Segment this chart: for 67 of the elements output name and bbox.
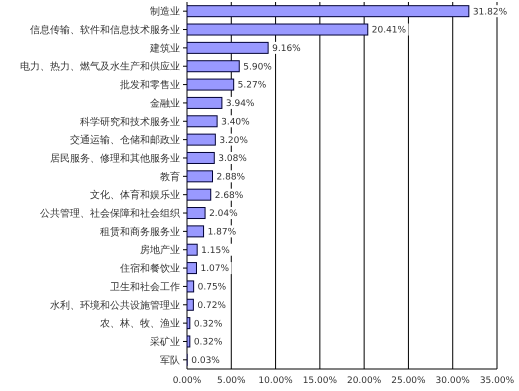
bar: [186, 42, 269, 54]
y-tick-label: 教育: [160, 170, 180, 183]
bar: [186, 225, 204, 238]
y-tick-label: 金融业: [150, 97, 180, 110]
x-tick-label: 5.00%: [216, 376, 246, 386]
data-label: 3.94%: [226, 99, 255, 110]
y-tick-label: 住宿和餐饮业: [120, 262, 180, 275]
y-tick-label: 批发和零售业: [120, 79, 180, 92]
data-label: 2.04%: [209, 209, 238, 220]
y-tick-label: 居民服务、修理和其他服务业: [50, 152, 180, 164]
y-tick-label: 军队: [160, 354, 180, 366]
data-label: 0.32%: [194, 319, 223, 330]
y-tick-label: 公共管理、社会保障和社会组织: [40, 208, 180, 220]
bar: [186, 96, 222, 109]
x-tick-label: 10.00%: [258, 376, 294, 386]
x-tick-label: 20.00%: [346, 376, 382, 386]
x-tick-label: 25.00%: [391, 376, 426, 386]
y-tick-label: 科学研究和技术服务业: [80, 116, 180, 128]
bar: [186, 207, 206, 220]
y-tick-label: 农、林、牧、渔业: [100, 318, 180, 330]
y-tick-label: 采矿业: [150, 336, 180, 348]
data-label: 31.82%: [472, 7, 508, 18]
data-label: 3.08%: [218, 154, 248, 164]
y-tick-label: 电力、热力、燃气及水生产和供应业: [20, 60, 180, 73]
data-label: 5.90%: [243, 62, 272, 72]
data-label: 9.16%: [272, 44, 302, 54]
bar: [186, 317, 190, 330]
y-tick-label: 租赁和商务服务业: [100, 226, 180, 238]
bar: [186, 335, 190, 348]
data-label: 0.32%: [194, 338, 223, 348]
bar: [186, 244, 198, 256]
data-label: 3.20%: [219, 136, 248, 146]
data-label: 2.88%: [216, 172, 246, 182]
data-label: 1.87%: [208, 228, 237, 238]
bar: [186, 5, 470, 18]
x-tick-label: 0.00%: [172, 376, 202, 386]
data-label: 0.75%: [198, 282, 227, 293]
y-tick-label: 水利、环境和公共设施管理业: [50, 299, 180, 312]
data-label: 1.15%: [201, 246, 230, 256]
x-tick-label: 15.00%: [302, 376, 338, 386]
data-label: 0.03%: [191, 356, 220, 366]
y-tick-label: 制造业: [150, 6, 180, 18]
bar: [186, 24, 368, 36]
data-label: 0.72%: [197, 300, 226, 311]
bar: [186, 60, 240, 72]
bar: [186, 280, 194, 292]
bar: [186, 152, 215, 164]
bar: [186, 134, 216, 146]
y-tick-label: 交通运输、仓储和邮政业: [70, 134, 180, 146]
y-tick-label: 信息传输、软件和信息技术服务业: [30, 24, 180, 36]
data-label: 2.68%: [214, 190, 244, 201]
bar: [186, 298, 194, 311]
x-tick-label: 30.00%: [436, 376, 470, 386]
y-tick-label: 房地产业: [140, 244, 180, 256]
data-label: 3.40%: [221, 117, 250, 128]
data-label: 20.41%: [372, 26, 407, 36]
y-tick-label: 卫生和社会工作: [110, 280, 180, 293]
y-tick-label: 文化、体育和娱乐业: [90, 189, 180, 202]
x-tick-label: 35.00%: [480, 376, 515, 386]
bar: [186, 170, 214, 182]
data-label: 5.27%: [238, 80, 267, 91]
y-tick-label: 建筑业: [149, 42, 180, 54]
bar: [186, 78, 234, 91]
bar: [186, 115, 218, 128]
bar: [186, 262, 197, 274]
bar: [186, 188, 212, 201]
data-label: 1.07%: [200, 264, 230, 274]
